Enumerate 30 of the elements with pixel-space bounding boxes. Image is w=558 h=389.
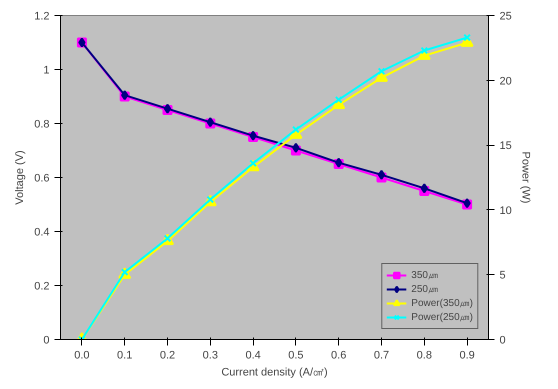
y-tick-label: 0.6	[34, 172, 50, 184]
x-tick-label: 0.3	[202, 350, 218, 362]
y2-tick-label: 15	[500, 140, 512, 152]
legend-label: 350㎛	[411, 269, 438, 282]
x-tick-label: 0.2	[160, 350, 176, 362]
y2-tick-label: 25	[500, 10, 512, 22]
x-tick-label: 0.6	[331, 350, 346, 362]
x-tick-label: 0.7	[374, 350, 390, 362]
y-tick-label: 0	[43, 334, 50, 346]
legend-label: Power(350㎛)	[411, 297, 473, 310]
legend-label: 250㎛	[411, 283, 438, 296]
y2-tick-label: 0	[500, 334, 506, 346]
x-tick-label: 0.5	[288, 350, 304, 362]
x-tick-label: 0.1	[117, 350, 132, 362]
legend-label: Power(250㎛)	[411, 311, 473, 324]
x-tick-label: 0.0	[74, 350, 90, 362]
y2-tick-label: 5	[500, 270, 506, 282]
y2-axis-title: Power (W)	[520, 152, 532, 204]
y2-tick-label: 20	[500, 75, 512, 88]
x-tick-label: 0.9	[459, 350, 475, 362]
y-tick-label: 0.4	[34, 226, 50, 238]
y-tick-label: 0.2	[34, 280, 50, 292]
y2-tick-label: 10	[500, 204, 512, 217]
y-tick-label: 1.2	[34, 10, 50, 22]
x-axis-title: Current density (A/㎠)	[221, 366, 328, 378]
y-tick-label: 0.8	[34, 118, 50, 130]
x-tick-label: 0.4	[245, 350, 261, 362]
y-tick-label: 1	[43, 64, 50, 76]
y-axis-title: Voltage (V)	[14, 150, 26, 205]
x-tick-label: 0.8	[416, 350, 432, 362]
